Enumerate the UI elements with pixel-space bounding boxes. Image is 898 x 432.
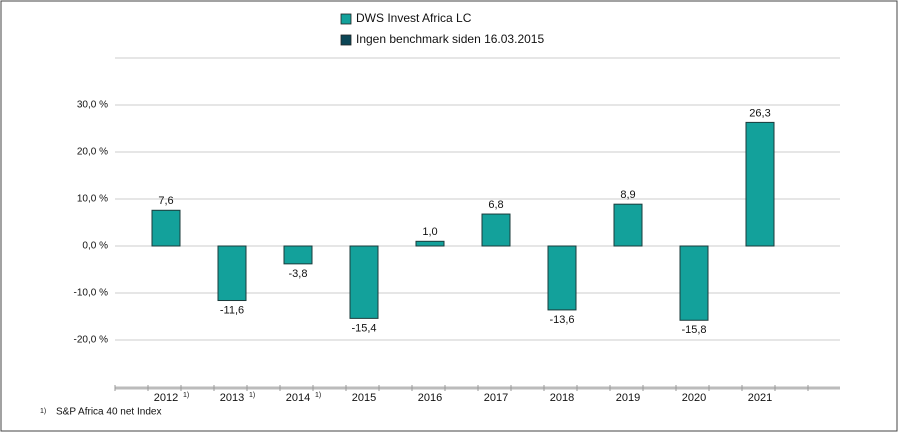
x-tick-note: 1) [249, 392, 255, 399]
x-tick-label: 2016 [418, 392, 442, 404]
data-label: 1,0 [422, 226, 437, 238]
legend-swatch [340, 13, 352, 25]
bar [217, 245, 247, 302]
x-tick-label: 2018 [550, 392, 574, 404]
data-label: -11,6 [220, 304, 244, 316]
y-tick-label: -10,0 % [74, 288, 109, 299]
bar [283, 245, 313, 265]
footnote: S&P Africa 40 net Index [56, 407, 161, 418]
x-tick-label: 2013 [220, 392, 244, 404]
bar [415, 240, 445, 247]
data-label: -15,8 [681, 324, 706, 336]
x-tick-label: 2014 [286, 392, 310, 404]
data-label: 26,3 [749, 107, 770, 119]
bar [547, 245, 577, 311]
x-tick-label: 2012 [154, 392, 178, 404]
x-tick-label: 2015 [352, 392, 376, 404]
x-tick-label: 2017 [484, 392, 508, 404]
y-tick-label: -20,0 % [74, 335, 109, 346]
y-tick-label: 20,0 % [77, 147, 108, 158]
data-label: -15,4 [351, 322, 376, 334]
bar [481, 213, 511, 247]
x-tick-label: 2019 [616, 392, 640, 404]
bar [679, 245, 709, 321]
bar [151, 209, 181, 247]
x-tick-label: 2020 [682, 392, 706, 404]
data-label: -13,6 [549, 314, 574, 326]
bar [745, 121, 775, 247]
y-tick-label: 30,0 % [77, 100, 108, 111]
legend-swatch [340, 34, 352, 46]
footnote-marker: 1) [40, 408, 46, 415]
x-tick-note: 1) [183, 392, 189, 399]
x-tick-note: 1) [315, 392, 321, 399]
y-tick-label: 0,0 % [82, 241, 108, 252]
data-label: -3,8 [289, 268, 308, 280]
y-tick-label: 10,0 % [77, 194, 108, 205]
data-label: 6,8 [488, 199, 503, 211]
data-label: 8,9 [620, 189, 635, 201]
legend-label: Ingen benchmark siden 16.03.2015 [356, 32, 544, 46]
data-label: 7,6 [158, 195, 173, 207]
bar [613, 203, 643, 247]
x-tick-label: 2021 [748, 392, 772, 404]
bar [349, 245, 379, 319]
legend-label: DWS Invest Africa LC [356, 11, 472, 25]
